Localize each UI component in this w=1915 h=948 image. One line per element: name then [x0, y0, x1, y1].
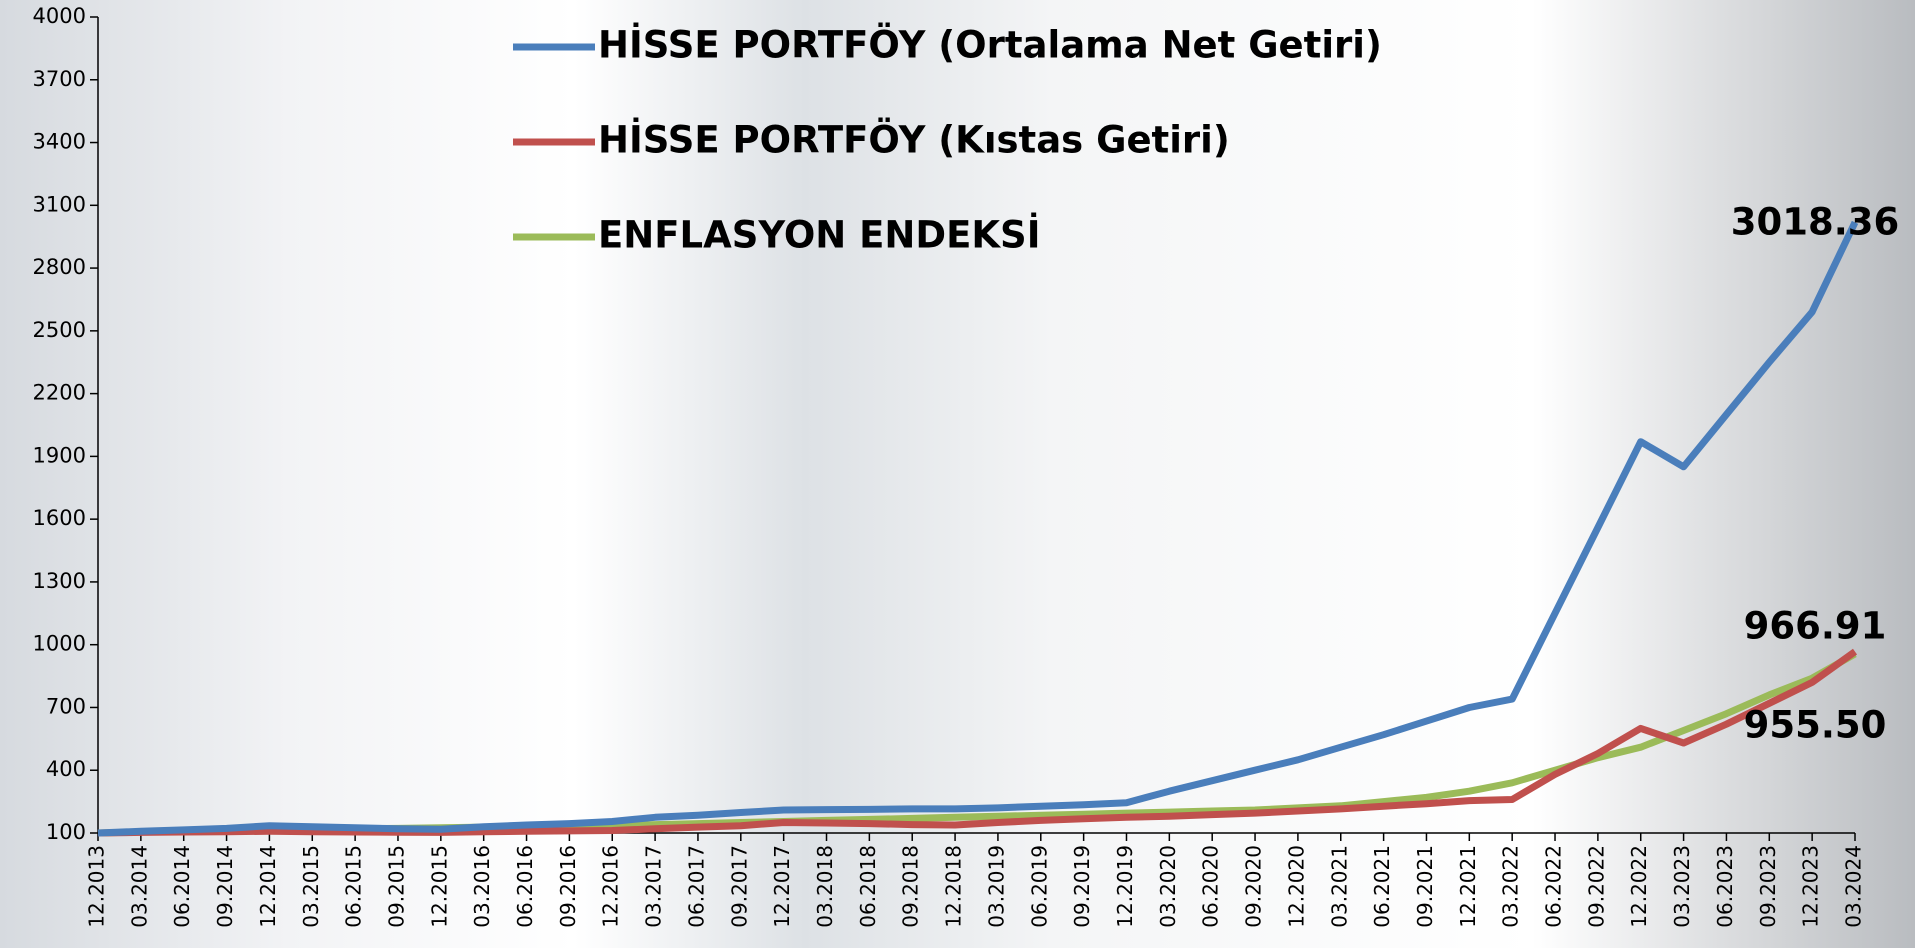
x-tick-label: 09.2017 [727, 845, 751, 928]
x-tick-label: 09.2019 [1070, 845, 1094, 928]
y-tick-label: 3400 [33, 130, 86, 154]
x-tick-label: 09.2020 [1242, 845, 1266, 928]
y-tick-label: 700 [46, 694, 86, 718]
x-tick-label: 06.2015 [342, 845, 366, 928]
legend-label: ENFLASYON ENDEKSİ [598, 213, 1040, 257]
x-tick-label: 03.2023 [1670, 845, 1694, 928]
x-tick-label: 06.2019 [1027, 845, 1051, 928]
x-tick-label: 06.2014 [170, 845, 194, 928]
x-tick-label: 12.2022 [1627, 845, 1651, 928]
y-tick-label: 3700 [33, 67, 86, 91]
legend-label: HİSSE PORTFÖY (Ortalama Net Getiri) [598, 23, 1382, 67]
x-tick-label: 03.2017 [642, 845, 666, 928]
x-tick-label: 06.2016 [513, 845, 537, 928]
x-tick-label: 03.2019 [984, 845, 1008, 928]
x-tick-label: 03.2020 [1156, 845, 1180, 928]
x-tick-label: 09.2016 [556, 845, 580, 928]
x-tick-label: 12.2019 [1113, 845, 1137, 928]
x-tick-label: 09.2014 [213, 845, 237, 928]
series-line [97, 648, 1858, 837]
x-tick-label: 06.2017 [684, 845, 708, 928]
x-tick-label: 06.2023 [1713, 845, 1737, 928]
x-tick-label: 03.2016 [470, 845, 494, 928]
x-tick-label: 12.2020 [1284, 845, 1308, 928]
data-label: 3018.36 [1731, 201, 1900, 244]
y-tick-label: 1300 [33, 569, 86, 593]
x-tick-label: 09.2021 [1413, 845, 1437, 928]
x-tick-label: 06.2022 [1542, 845, 1566, 928]
x-tick-label: 09.2022 [1584, 845, 1608, 928]
x-tick-label: 12.2016 [599, 845, 623, 928]
x-tick-label: 06.2018 [856, 845, 880, 928]
y-tick-label: 3100 [33, 192, 86, 216]
x-tick-label: 03.2018 [813, 845, 837, 928]
y-tick-label: 1900 [33, 443, 86, 467]
x-tick-label: 12.2014 [256, 845, 280, 928]
x-tick-label: 12.2013 [85, 845, 109, 928]
x-tick-label: 09.2018 [899, 845, 923, 928]
x-tick-label: 06.2020 [1199, 845, 1223, 928]
x-tick-label: 03.2021 [1327, 845, 1351, 928]
x-tick-label: 06.2021 [1370, 845, 1394, 928]
y-tick-label: 2800 [33, 255, 86, 279]
x-tick-label: 03.2024 [1842, 845, 1866, 928]
x-tick-label: 12.2021 [1456, 845, 1480, 928]
x-tick-label: 09.2023 [1756, 845, 1780, 928]
x-tick-label: 03.2022 [1499, 845, 1523, 928]
y-tick-label: 1000 [33, 632, 86, 656]
x-tick-label: 12.2017 [770, 845, 794, 928]
y-tick-label: 2500 [33, 318, 86, 342]
x-tick-label: 12.2018 [942, 845, 966, 928]
x-tick-label: 09.2015 [384, 845, 408, 928]
y-tick-label: 4000 [33, 4, 86, 28]
series-line [97, 220, 1859, 837]
x-tick-label: 12.2023 [1799, 845, 1823, 928]
y-tick-label: 100 [46, 820, 86, 844]
y-tick-label: 400 [46, 757, 86, 781]
x-tick-label: 12.2015 [427, 845, 451, 928]
y-tick-label: 1600 [33, 506, 86, 530]
x-tick-label: 03.2015 [299, 845, 323, 928]
y-tick-label: 2200 [33, 381, 86, 405]
data-label: 966.91 [1744, 605, 1887, 648]
legend-label: HİSSE PORTFÖY (Kıstas Getiri) [598, 118, 1230, 162]
data-label: 955.50 [1744, 704, 1887, 747]
x-tick-label: 03.2014 [127, 845, 151, 928]
